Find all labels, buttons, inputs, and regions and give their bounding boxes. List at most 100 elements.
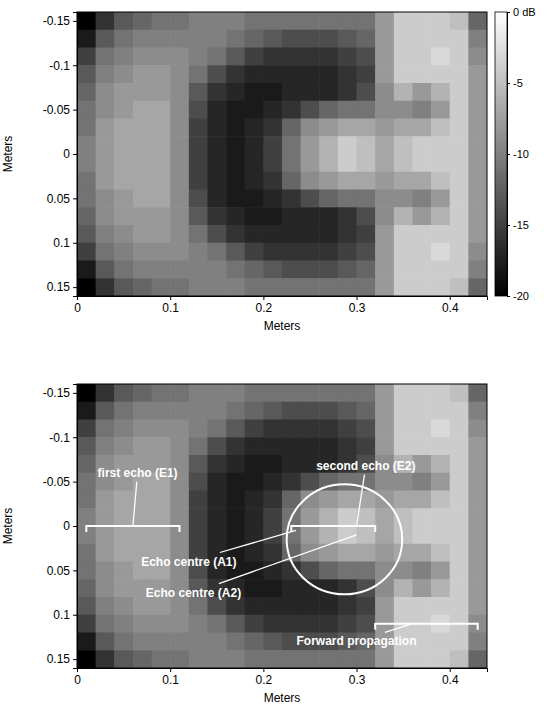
heat-cell — [412, 562, 431, 580]
heat-cell — [468, 101, 487, 119]
leader-line — [133, 482, 137, 526]
heat-cell — [152, 190, 171, 208]
heat-cell — [133, 508, 152, 526]
heat-cell — [431, 136, 450, 154]
heat-cell — [468, 136, 487, 154]
heat-cell — [263, 30, 282, 48]
heat-cell — [170, 190, 189, 208]
heat-cell — [77, 562, 96, 580]
y-axis: -0.15-0.1-0.0500.050.10.15 — [43, 385, 78, 669]
tick-mark — [263, 668, 264, 672]
heat-cell — [263, 261, 282, 279]
heat-cell — [282, 384, 301, 402]
heat-cell — [468, 190, 487, 208]
heat-cell — [245, 473, 264, 491]
heat-cell — [114, 508, 133, 526]
y-axis-title: Meters — [1, 136, 15, 173]
heat-cell — [77, 243, 96, 261]
heat-cell — [394, 473, 413, 491]
heat-cell — [301, 243, 320, 261]
heat-cell — [450, 473, 469, 491]
heat-cell — [394, 154, 413, 172]
heat-cell — [114, 261, 133, 279]
heat-cell — [170, 633, 189, 651]
heat-cell — [319, 437, 338, 455]
annotation: Echo centre (A1) — [141, 555, 236, 569]
heat-cell — [357, 48, 376, 66]
heat-cell — [375, 48, 394, 66]
heat-cell — [189, 83, 208, 101]
heat-cell — [263, 437, 282, 455]
heat-cell — [468, 633, 487, 651]
heat-cell — [170, 83, 189, 101]
heat-cell — [189, 172, 208, 190]
heat-cell — [114, 278, 133, 296]
heat-cell — [431, 650, 450, 668]
heat-cell — [450, 12, 469, 30]
heat-cell — [282, 30, 301, 48]
tick-mark — [73, 287, 77, 288]
heat-cell — [431, 491, 450, 509]
heat-cell — [245, 65, 264, 83]
heat-cell — [114, 544, 133, 562]
heat-cell — [263, 48, 282, 66]
heat-cell — [394, 207, 413, 225]
tick-label: 0 — [74, 673, 81, 687]
tick-mark — [73, 570, 77, 571]
heat-cell — [301, 402, 320, 420]
heat-cell — [338, 136, 357, 154]
heat-cell — [226, 437, 245, 455]
tick-mark — [73, 154, 77, 155]
heat-cell — [412, 154, 431, 172]
heat-cell — [152, 83, 171, 101]
tick-label: 0 dB — [513, 6, 536, 18]
heat-cell — [450, 508, 469, 526]
heat-cell — [282, 12, 301, 30]
heat-cell — [338, 225, 357, 243]
heat-cell — [189, 508, 208, 526]
tick-mark — [73, 198, 77, 199]
heat-cell — [189, 12, 208, 30]
heat-cell — [152, 136, 171, 154]
heat-cell — [245, 83, 264, 101]
heat-cell — [96, 172, 115, 190]
heat-cell — [468, 526, 487, 544]
heat-cell — [338, 261, 357, 279]
heat-cell — [263, 597, 282, 615]
heat-cell — [263, 101, 282, 119]
heat-cell — [450, 633, 469, 651]
heat-cell — [394, 544, 413, 562]
heat-cell — [412, 508, 431, 526]
heat-cell — [375, 136, 394, 154]
heat-cell — [338, 473, 357, 491]
heat-cell — [226, 491, 245, 509]
heat-cell — [207, 12, 226, 30]
heat-cell — [226, 597, 245, 615]
heat-cell — [226, 261, 245, 279]
tick-label: -0.05 — [43, 475, 71, 489]
heat-cell — [207, 491, 226, 509]
heat-cell — [468, 12, 487, 30]
heat-cell — [450, 491, 469, 509]
heat-cell — [375, 261, 394, 279]
heat-cell — [431, 207, 450, 225]
heat-cell — [114, 615, 133, 633]
heat-cell — [170, 12, 189, 30]
heat-cell — [431, 12, 450, 30]
heat-cell — [226, 420, 245, 438]
tick-label: 0.15 — [47, 652, 71, 666]
heat-cell — [77, 48, 96, 66]
heat-cell — [207, 30, 226, 48]
heat-cell — [431, 508, 450, 526]
heat-cell — [375, 207, 394, 225]
heat-cell — [114, 402, 133, 420]
heat-cell — [114, 136, 133, 154]
heat-cell — [133, 119, 152, 137]
heat-cell — [77, 207, 96, 225]
tick: -0.1 — [49, 59, 77, 73]
heat-cell — [282, 579, 301, 597]
heat-cell — [282, 101, 301, 119]
heat-cell — [189, 615, 208, 633]
heat-cell — [170, 615, 189, 633]
heat-cell — [189, 136, 208, 154]
